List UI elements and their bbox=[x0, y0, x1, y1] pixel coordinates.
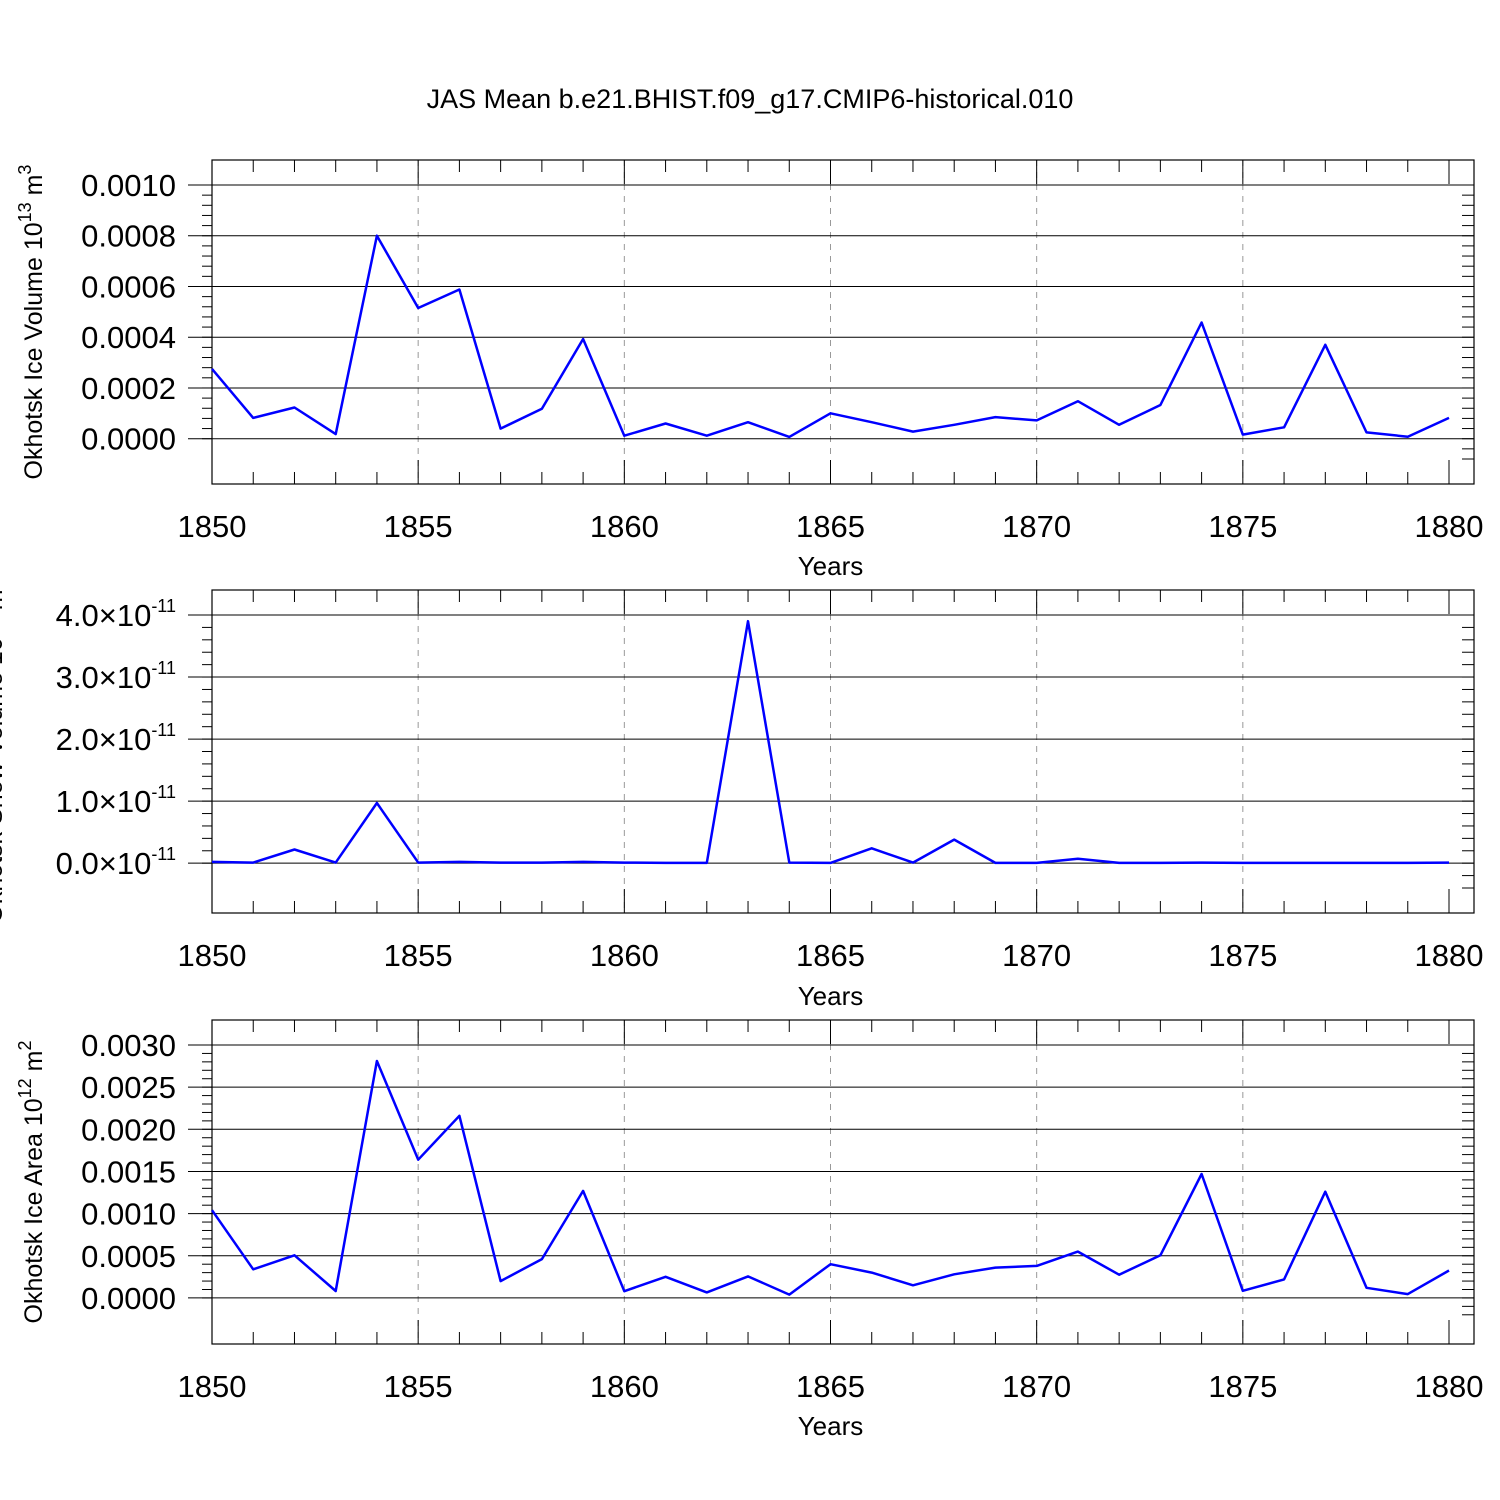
x-tick-label: 1865 bbox=[796, 938, 865, 973]
series-line bbox=[211, 619, 1450, 865]
x-axis-label: Years bbox=[798, 551, 864, 581]
y-tick-label: 3.0×10-11 bbox=[56, 658, 176, 695]
plot-frame bbox=[211, 159, 1475, 485]
x-tick-label: 1860 bbox=[590, 509, 659, 544]
y-tick-label: 0.0006 bbox=[81, 269, 176, 304]
series-line bbox=[210, 1059, 1450, 1296]
y-tick-label: 0.0000 bbox=[81, 422, 176, 457]
x-tick-label: 1865 bbox=[796, 1369, 865, 1404]
x-tick-label: 1875 bbox=[1208, 938, 1277, 973]
x-tick-label: 1880 bbox=[1415, 1369, 1484, 1404]
chart-title: JAS Mean b.e21.BHIST.f09_g17.CMIP6-histo… bbox=[427, 84, 1074, 114]
y-tick-label: 0.0015 bbox=[81, 1154, 176, 1189]
plot-panel-3: 0.0000 0.0005 0.0010 0.0015 0.0020 0.0025 0.00… bbox=[15, 1019, 1484, 1441]
x-tick-label: 1850 bbox=[178, 509, 247, 544]
plot-panel-2: 0.0×10-11 1.0×10-11 2.0×10-11 3.0×10-11 4.0×… bbox=[0, 579, 1484, 1011]
y-tick-label: 0.0000 bbox=[81, 1281, 176, 1316]
x-axis-label: Years bbox=[798, 1411, 864, 1441]
x-tick-label: 1855 bbox=[384, 938, 453, 973]
x-tick-label: 1875 bbox=[1208, 1369, 1277, 1404]
y-tick-label: 1.0×10-11 bbox=[56, 782, 176, 819]
x-tick-label: 1870 bbox=[1002, 509, 1071, 544]
x-axis-label: Years bbox=[798, 981, 864, 1011]
y-tick-label: 0.0×10-11 bbox=[56, 844, 176, 881]
y-tick-label: 0.0030 bbox=[81, 1028, 176, 1063]
y-axis-label: Okhotsk Snow Volume 1013 m3 bbox=[0, 579, 8, 923]
y-tick-label: 0.0004 bbox=[81, 320, 176, 355]
x-tick-label: 1880 bbox=[1415, 938, 1484, 973]
y-tick-label: 0.0008 bbox=[81, 219, 176, 254]
y-tick-label: 0.0010 bbox=[81, 168, 176, 203]
y-tick-label: 0.0002 bbox=[81, 371, 176, 406]
y-tick-label: 0.0025 bbox=[81, 1070, 176, 1105]
y-tick-label: 0.0010 bbox=[81, 1197, 176, 1232]
x-tick-label: 1860 bbox=[590, 1369, 659, 1404]
y-tick-label: 4.0×10-11 bbox=[56, 596, 176, 633]
plot-frame bbox=[211, 1019, 1475, 1345]
x-tick-label: 1870 bbox=[1002, 938, 1071, 973]
x-tick-label: 1870 bbox=[1002, 1369, 1071, 1404]
x-tick-label: 1880 bbox=[1415, 509, 1484, 544]
y-axis-label: Okhotsk Ice Volume 1013 m3 bbox=[15, 165, 48, 480]
x-tick-label: 1855 bbox=[384, 509, 453, 544]
y-tick-label: 2.0×10-11 bbox=[56, 720, 176, 757]
y-tick-label: 0.0020 bbox=[81, 1112, 176, 1147]
plot-panel-1: 0.0000 0.0002 0.0004 0.0006 0.0008 0.0010 1850… bbox=[15, 159, 1484, 581]
x-tick-label: 1860 bbox=[590, 938, 659, 973]
series-line bbox=[211, 234, 1450, 439]
y-axis-label: Okhotsk Ice Area 1012 m2 bbox=[15, 1041, 48, 1324]
x-tick-label: 1850 bbox=[178, 1369, 247, 1404]
x-tick-label: 1850 bbox=[178, 938, 247, 973]
x-tick-label: 1855 bbox=[384, 1369, 453, 1404]
x-tick-label: 1865 bbox=[796, 509, 865, 544]
y-tick-label: 0.0005 bbox=[81, 1239, 176, 1274]
x-tick-label: 1875 bbox=[1208, 509, 1277, 544]
panels: 0.0000 0.0002 0.0004 0.0006 0.0008 0.0010 1850… bbox=[0, 159, 1484, 1441]
plot-frame bbox=[211, 589, 1475, 914]
